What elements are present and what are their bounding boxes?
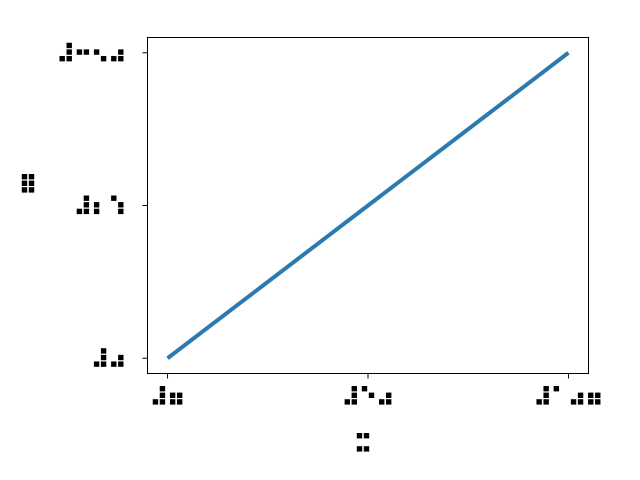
glyph-dot — [543, 399, 549, 405]
glyph-dot — [386, 399, 392, 405]
glyph-dot — [118, 208, 124, 215]
glyph-dot — [595, 399, 601, 405]
glyph-dot — [553, 386, 560, 392]
glyph-dot — [111, 195, 117, 201]
glyph-dot — [543, 392, 549, 398]
glyph-dot — [76, 208, 83, 215]
glyph-dot — [159, 386, 166, 392]
glyph-dot — [66, 55, 72, 62]
glyph-dot — [118, 55, 124, 62]
glyph-dot — [577, 399, 584, 405]
y-tick-label-3 — [59, 42, 124, 62]
glyph-dot — [118, 361, 124, 367]
glyph-dot — [169, 392, 176, 398]
glyph-dot — [344, 399, 350, 405]
glyph-dot — [83, 195, 90, 201]
glyph-dot — [59, 55, 65, 62]
glyph-dot — [577, 392, 584, 398]
ticks-layer — [142, 52, 569, 379]
y-axis-label — [21, 174, 35, 193]
glyph-dot — [588, 392, 594, 398]
glyph-dot — [21, 187, 28, 193]
glyph-dot — [570, 399, 577, 405]
glyph-dot — [100, 55, 107, 62]
glyph-dot — [111, 55, 117, 62]
glyph-dot — [76, 49, 83, 55]
glyph-dot — [66, 42, 72, 49]
glyph-dot — [595, 392, 601, 398]
glyph-dot — [152, 399, 159, 405]
glyph-dot — [100, 348, 107, 354]
glyph-dot — [93, 208, 100, 215]
glyph-dot — [93, 49, 100, 55]
glyph-dot — [543, 386, 549, 392]
glyph-dot — [368, 392, 375, 398]
glyph-dot — [176, 392, 183, 398]
glyph-dot — [351, 399, 357, 405]
glyph-dot — [66, 49, 72, 55]
glyph-dot — [386, 392, 392, 398]
glyph-dot — [100, 361, 107, 367]
glyph-dot — [159, 392, 166, 398]
glyph-dot — [361, 386, 368, 392]
glyph-dot — [588, 399, 594, 405]
x-tick-label-2 — [344, 386, 392, 405]
glyph-dot — [379, 399, 385, 405]
tick-labels-layer — [59, 42, 601, 405]
x-axis-label — [356, 433, 370, 452]
glyph-dot — [21, 180, 28, 186]
glyph-dot — [159, 399, 166, 405]
glyph-dot — [363, 433, 370, 439]
glyph-dot — [351, 392, 357, 398]
glyph-dot — [93, 361, 100, 367]
glyph-dot — [21, 174, 28, 180]
x-tick-label-3 — [536, 386, 601, 405]
glyph-dot — [83, 202, 90, 208]
glyph-dot — [118, 202, 124, 208]
series-line-1 — [166, 51, 570, 360]
glyph-dot — [356, 446, 363, 452]
glyph-dot — [356, 433, 363, 439]
series-layer — [166, 51, 570, 360]
glyph-dot — [363, 446, 370, 452]
y-tick-label-2 — [76, 195, 124, 215]
glyph-dot — [118, 354, 124, 361]
x-tick-label-1 — [152, 386, 183, 405]
glyph-dot — [83, 208, 90, 215]
axis-labels-layer — [21, 174, 370, 452]
glyph-dot — [28, 180, 35, 186]
glyph-dot — [93, 202, 100, 208]
glyph-dot — [111, 361, 117, 367]
glyph-dot — [169, 399, 176, 405]
glyph-dot — [100, 354, 107, 361]
glyph-dot — [536, 399, 542, 405]
glyph-dot — [28, 187, 35, 193]
y-tick-label-1 — [93, 348, 124, 367]
glyph-dot — [176, 399, 183, 405]
glyph-dot — [83, 49, 90, 55]
glyph-dot — [351, 386, 357, 392]
glyph-dot — [118, 49, 124, 55]
glyph-dot — [28, 174, 35, 180]
